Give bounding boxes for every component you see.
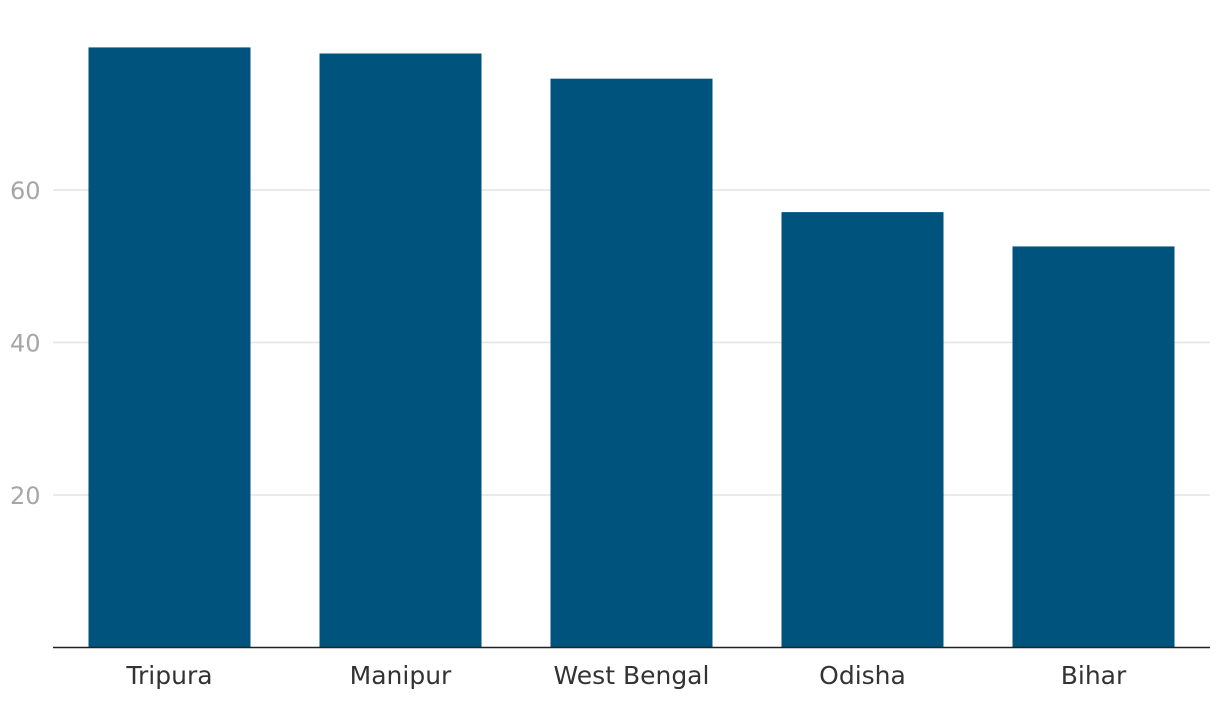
- x-tick-label: West Bengal: [554, 661, 710, 690]
- bar-tripura: [88, 47, 251, 648]
- x-tick-label: Bihar: [1061, 661, 1127, 690]
- x-tick-label: Manipur: [350, 661, 452, 690]
- bar-bihar: [1012, 246, 1175, 648]
- bar-manipur: [319, 53, 482, 648]
- y-tick-label: 60: [10, 177, 41, 205]
- y-tick-label: 40: [10, 330, 41, 358]
- y-tick-label: 20: [10, 482, 41, 510]
- bars: [88, 47, 1175, 648]
- axes: 20 40 60 Tripura Manipur West Bengal Odisha Bih…: [10, 177, 1210, 690]
- bar-west-bengal: [550, 78, 713, 648]
- bar-odisha: [781, 212, 944, 648]
- x-tick-label: Odisha: [819, 661, 906, 690]
- x-tick-label: Tripura: [125, 661, 212, 690]
